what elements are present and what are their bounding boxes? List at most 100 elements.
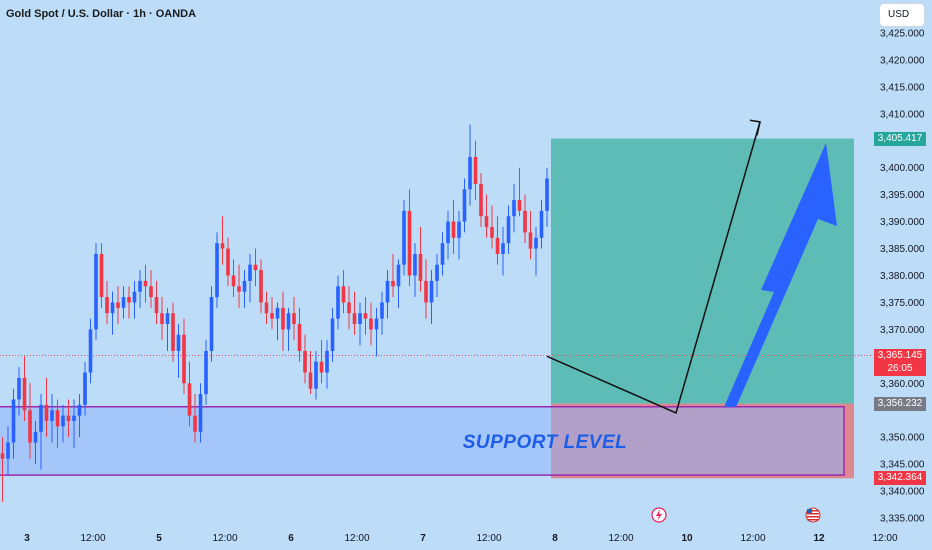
- candle-body: [182, 334, 186, 384]
- candle-body: [77, 404, 82, 416]
- y-tick-label: 3,385.000: [880, 244, 925, 255]
- price-countdown: 26:05: [874, 361, 926, 376]
- x-tick-label: 8: [552, 533, 558, 544]
- target-zone: [551, 138, 854, 404]
- candle-body: [374, 318, 379, 330]
- candle-body: [88, 329, 93, 373]
- candle-body: [143, 280, 148, 287]
- candle-body: [127, 297, 131, 303]
- projection-path: [546, 121, 761, 414]
- x-tick-label: 12:00: [212, 533, 237, 544]
- candle-body: [325, 350, 329, 373]
- candle-body: [418, 253, 423, 281]
- x-tick-label: 12:00: [872, 533, 897, 544]
- candle-body: [429, 280, 434, 303]
- y-tick-label: 3,425.000: [880, 29, 925, 40]
- x-tick-label: 6: [288, 533, 294, 544]
- candle-body: [297, 324, 302, 351]
- candle-body: [121, 297, 126, 308]
- candle-body: [209, 297, 214, 351]
- x-tick-label: 7: [420, 533, 426, 544]
- y-tick-label: 3,350.000: [880, 433, 925, 444]
- currency-button[interactable]: USD: [880, 4, 924, 26]
- candle-body: [468, 156, 472, 190]
- candle-body: [99, 253, 104, 298]
- candle-body: [391, 280, 395, 287]
- bullish-arrow: [724, 143, 837, 407]
- candle-body: [171, 313, 175, 351]
- candle-body: [187, 383, 192, 416]
- candle-body: [396, 264, 401, 287]
- candle-body: [473, 156, 478, 184]
- candle-body: [347, 302, 351, 314]
- flag-stripe: [807, 513, 819, 515]
- candle-body: [176, 334, 181, 351]
- candle-body: [138, 280, 142, 292]
- y-tick-label: 3,380.000: [880, 271, 925, 282]
- candle-body: [193, 415, 197, 432]
- candle-body: [501, 243, 505, 254]
- candle-body: [204, 350, 208, 395]
- candle-body: [132, 291, 137, 303]
- candle-body: [154, 297, 159, 314]
- x-tick-label: 12: [813, 533, 825, 544]
- candle-body: [55, 410, 60, 427]
- y-tick-label: 3,420.000: [880, 55, 925, 66]
- x-tick-label: 5: [156, 533, 162, 544]
- price-label-entry: 3,356.232: [874, 396, 926, 411]
- y-tick-label: 3,370.000: [880, 325, 925, 336]
- candle-body: [83, 372, 87, 405]
- candle-body: [33, 431, 38, 443]
- candle-body: [440, 243, 445, 265]
- x-tick-label: 10: [681, 533, 693, 544]
- y-tick-label: 3,415.000: [880, 82, 925, 93]
- candle-body: [105, 297, 109, 314]
- candle-body: [457, 221, 461, 238]
- candle-body: [248, 264, 252, 281]
- candle-body: [61, 415, 65, 427]
- price-label-stop: 3,342.364: [874, 471, 926, 486]
- candle-body: [413, 253, 417, 276]
- candle-body: [462, 189, 467, 222]
- candle-body: [39, 404, 43, 432]
- flag-stripe: [807, 519, 819, 521]
- candle-body: [369, 318, 373, 330]
- candle-body: [308, 372, 313, 389]
- candle-body: [160, 313, 164, 324]
- support-level-label: SUPPORT LEVEL: [463, 432, 628, 453]
- candle-body: [490, 227, 494, 238]
- candle-body: [242, 280, 247, 292]
- candle-body: [303, 350, 307, 373]
- candle-body: [6, 442, 10, 459]
- candle-body: [44, 404, 49, 421]
- candle-body: [479, 183, 483, 217]
- x-tick-label: 12:00: [344, 533, 369, 544]
- y-tick-label: 3,390.000: [880, 217, 925, 228]
- candle-body: [226, 248, 230, 276]
- candle-body: [336, 286, 340, 319]
- y-tick-label: 3,335.000: [880, 514, 925, 525]
- candle-body: [281, 307, 285, 330]
- x-tick-label: 12:00: [80, 533, 105, 544]
- candle-body: [330, 318, 335, 351]
- candle-body: [545, 178, 549, 211]
- candle-body: [0, 453, 5, 459]
- candle-body: [215, 243, 219, 298]
- candle-body: [220, 243, 225, 249]
- candle-body: [435, 264, 439, 281]
- candle-body: [264, 302, 269, 314]
- candle-body: [451, 221, 456, 238]
- lightning-glyph: [656, 509, 662, 521]
- y-tick-label: 3,400.000: [880, 163, 925, 174]
- candle-body: [352, 313, 357, 324]
- candle-body: [358, 313, 362, 324]
- x-tick-label: 3: [24, 533, 30, 544]
- candle-body: [28, 410, 32, 443]
- candle-body: [22, 377, 27, 411]
- y-tick-label: 3,345.000: [880, 460, 925, 471]
- projection-arrowhead: [749, 119, 761, 136]
- candle-body: [517, 200, 522, 211]
- candle-body: [275, 307, 280, 319]
- candle-body: [72, 415, 76, 421]
